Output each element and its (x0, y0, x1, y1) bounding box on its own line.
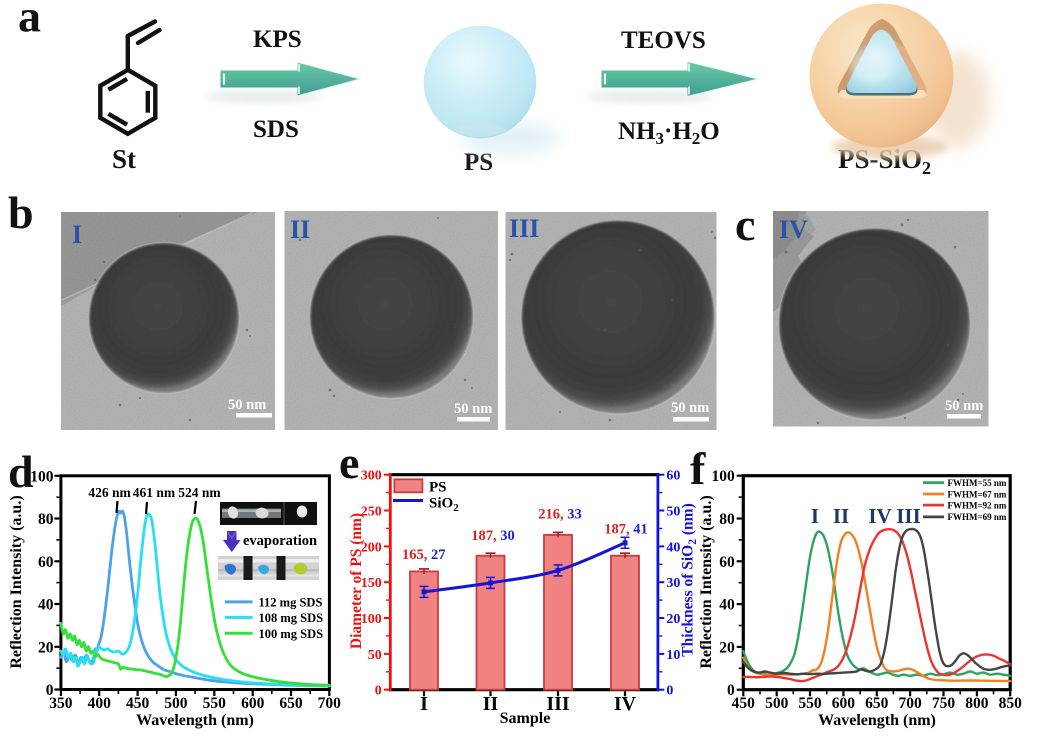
svg-text:350: 350 (49, 695, 73, 712)
svg-text:I: I (420, 693, 428, 715)
svg-text:50 nm: 50 nm (454, 401, 492, 417)
svg-text:700: 700 (318, 695, 342, 712)
svg-text:40: 40 (38, 597, 54, 614)
svg-text:500: 500 (765, 695, 789, 712)
svg-text:50 nm: 50 nm (228, 397, 266, 413)
svg-text:II: II (290, 215, 310, 244)
svg-text:II: II (833, 504, 849, 528)
svg-text:100: 100 (30, 468, 54, 485)
svg-text:III: III (896, 504, 921, 528)
svg-text:80: 80 (719, 511, 735, 528)
svg-text:550: 550 (203, 695, 227, 712)
svg-text:NH3·H2O: NH3·H2O (618, 118, 720, 148)
svg-text:50: 50 (368, 648, 382, 663)
svg-text:187, 41: 187, 41 (604, 521, 648, 537)
svg-text:St: St (112, 144, 136, 174)
svg-text:750: 750 (932, 695, 956, 712)
svg-text:evaporation: evaporation (243, 533, 317, 549)
svg-text:50: 50 (666, 505, 680, 520)
svg-text:IV: IV (868, 504, 891, 528)
svg-text:Diameter of PS (nm): Diameter of PS (nm) (348, 513, 365, 649)
svg-text:100: 100 (361, 612, 382, 627)
svg-text:50 nm: 50 nm (945, 398, 983, 414)
svg-text:250: 250 (361, 505, 382, 520)
svg-text:150: 150 (361, 576, 382, 591)
svg-text:187, 30: 187, 30 (471, 528, 515, 544)
svg-text:100: 100 (712, 468, 736, 485)
svg-text:III: III (509, 214, 539, 243)
svg-text:650: 650 (279, 695, 303, 712)
svg-text:KPS: KPS (253, 26, 302, 53)
svg-text:600: 600 (832, 695, 856, 712)
svg-text:850: 850 (999, 695, 1023, 712)
svg-text:I: I (72, 220, 82, 249)
svg-text:165, 27: 165, 27 (402, 547, 446, 563)
svg-text:FWHM=55 nm: FWHM=55 nm (948, 478, 1007, 488)
svg-text:Reflection Intensity (a.u.): Reflection Intensity (a.u.) (8, 495, 25, 668)
svg-text:TEOVS: TEOVS (621, 27, 706, 54)
svg-text:e: e (339, 437, 359, 488)
svg-text:524 nm: 524 nm (178, 485, 221, 500)
svg-text:Reflection Intensity (a.u.): Reflection Intensity (a.u.) (698, 495, 715, 668)
svg-text:Wavelength (nm): Wavelength (nm) (136, 712, 254, 729)
svg-text:0: 0 (46, 682, 54, 699)
svg-text:216, 33: 216, 33 (538, 507, 582, 523)
svg-text:20: 20 (719, 639, 735, 656)
svg-text:450: 450 (126, 695, 150, 712)
svg-text:650: 650 (865, 695, 889, 712)
svg-text:700: 700 (898, 695, 922, 712)
svg-text:450: 450 (732, 695, 756, 712)
svg-text:20: 20 (666, 612, 680, 627)
svg-text:400: 400 (88, 695, 112, 712)
svg-text:PS: PS (429, 480, 447, 496)
svg-text:a: a (18, 0, 41, 42)
svg-text:FWHM=67 nm: FWHM=67 nm (948, 489, 1007, 499)
svg-text:20: 20 (38, 639, 54, 656)
svg-text:600: 600 (241, 695, 265, 712)
svg-text:IV: IV (614, 693, 637, 715)
svg-text:40: 40 (719, 597, 735, 614)
svg-text:0: 0 (727, 682, 735, 699)
svg-text:550: 550 (798, 695, 822, 712)
svg-text:108 mg SDS: 108 mg SDS (259, 611, 324, 625)
svg-text:Sample: Sample (500, 710, 551, 727)
svg-text:426 nm: 426 nm (88, 485, 131, 500)
svg-text:IV: IV (779, 215, 808, 244)
svg-text:Wavelength (nm): Wavelength (nm) (818, 712, 936, 729)
svg-text:SiO2: SiO2 (429, 496, 459, 515)
svg-text:100 mg SDS: 100 mg SDS (259, 627, 324, 641)
svg-text:d: d (8, 446, 34, 497)
svg-text:I: I (811, 504, 819, 528)
svg-text:0: 0 (375, 684, 382, 699)
svg-text:50 nm: 50 nm (671, 400, 709, 416)
svg-text:60: 60 (719, 554, 735, 571)
svg-text:c: c (735, 199, 755, 250)
svg-text:II: II (483, 693, 499, 715)
svg-text:80: 80 (38, 511, 54, 528)
svg-text:FWHM=92 nm: FWHM=92 nm (948, 500, 1007, 510)
svg-text:f: f (690, 443, 706, 494)
svg-text:500: 500 (164, 695, 188, 712)
svg-text:FWHM=69 nm: FWHM=69 nm (948, 512, 1007, 522)
svg-text:800: 800 (965, 695, 989, 712)
svg-text:PS: PS (464, 149, 493, 176)
svg-text:200: 200 (361, 540, 382, 555)
svg-text:SDS: SDS (253, 116, 299, 143)
svg-text:30: 30 (666, 576, 680, 591)
svg-text:10: 10 (666, 648, 680, 663)
svg-text:300: 300 (361, 469, 382, 484)
svg-text:60: 60 (666, 469, 680, 484)
svg-text:Thickness of SiO2 (nm): Thickness of SiO2 (nm) (680, 503, 700, 656)
svg-text:112 mg SDS: 112 mg SDS (259, 596, 323, 610)
svg-text:III: III (546, 693, 570, 715)
svg-text:60: 60 (38, 554, 54, 571)
svg-text:b: b (8, 187, 34, 238)
svg-text:461 nm: 461 nm (133, 485, 176, 500)
svg-text:40: 40 (666, 540, 680, 555)
svg-text:0: 0 (666, 684, 673, 699)
